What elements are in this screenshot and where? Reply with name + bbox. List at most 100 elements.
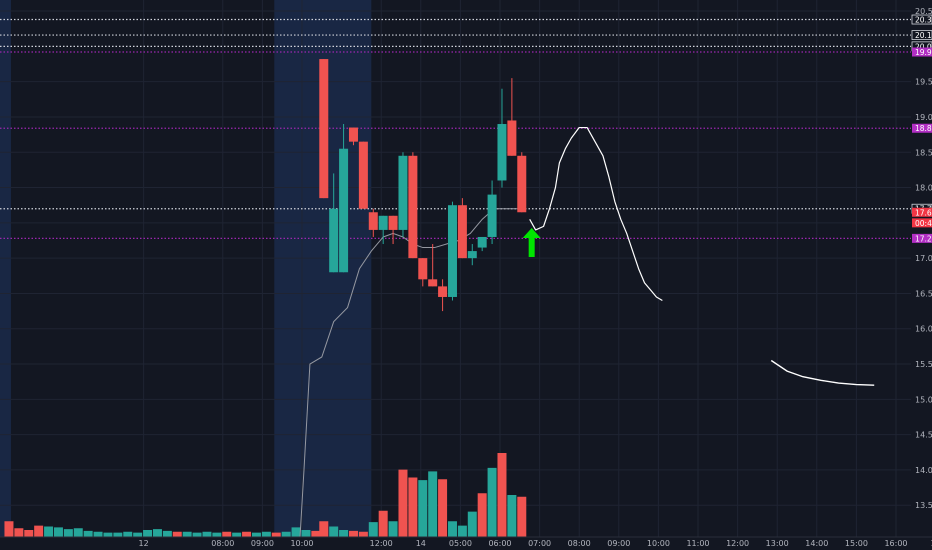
time-tick-label: 08:00	[211, 539, 234, 548]
time-tick-label: 06:00	[488, 539, 511, 548]
volume-bars	[4, 453, 527, 537]
candle-body	[319, 59, 329, 199]
level-tag-label: 20.16	[915, 31, 932, 40]
volume-bar	[212, 532, 222, 537]
candle-body	[348, 127, 358, 142]
time-tick-label: 08:00	[568, 539, 591, 548]
arrow-annotation[interactable]	[522, 228, 541, 258]
projection-path	[529, 126, 663, 302]
volume-bar	[143, 530, 153, 537]
price-tick-label: 13.50	[915, 501, 932, 510]
volume-bar	[497, 453, 507, 537]
volume-bar	[311, 530, 321, 537]
price-tag	[912, 207, 932, 217]
volume-bar	[232, 532, 242, 537]
volume-bar	[261, 531, 271, 537]
price-axis[interactable]: 13.50 14.00 14.50 15.00 15.50 16.00 16.50 17.00…	[911, 0, 932, 550]
candle-body	[329, 208, 339, 273]
volume-bar	[123, 531, 133, 537]
price-axis-bg	[911, 0, 932, 550]
candle-body	[428, 279, 438, 287]
candle-body	[388, 215, 398, 230]
time-tick-label: 12	[139, 539, 149, 548]
price-tag-label: 00:49	[915, 219, 932, 228]
volume-bar	[83, 530, 93, 537]
time-tick-label: 14	[416, 539, 426, 548]
volume-bar	[271, 532, 281, 537]
price-tick-label: 18.50	[915, 148, 932, 157]
volume-bar	[457, 525, 467, 537]
volume-bar	[63, 529, 73, 537]
candle-body	[358, 141, 368, 209]
price-tick-label: 16.50	[915, 289, 932, 298]
session-highlights	[0, 0, 372, 537]
time-tick-label: 15:00	[845, 539, 868, 548]
price-tag-label: 17.65	[915, 208, 932, 217]
projection-path-2	[770, 359, 875, 386]
volume-bar	[103, 532, 113, 537]
candle-body	[467, 251, 477, 259]
candle-body	[398, 155, 408, 230]
volume-bar	[202, 531, 212, 537]
time-tick-label: 07:00	[528, 539, 551, 548]
volume-bar	[438, 479, 448, 537]
volume-bar	[428, 471, 438, 537]
time-axis-bg	[0, 537, 932, 550]
projection-drawings[interactable]	[529, 126, 875, 386]
volume-bar	[4, 521, 14, 537]
grid	[0, 0, 911, 537]
volume-bar	[281, 531, 291, 537]
candlesticks[interactable]	[319, 59, 527, 312]
volume-bar	[222, 531, 232, 537]
level-tag	[912, 123, 932, 133]
time-tick-label: 09:00	[607, 539, 630, 548]
volume-bar	[348, 530, 358, 537]
time-tick-label: 11:00	[686, 539, 709, 548]
volume-bar	[487, 467, 497, 537]
volume-bar	[14, 528, 24, 537]
time-tick-label: 10:00	[647, 539, 670, 548]
time-tick-label: 14:00	[805, 539, 828, 548]
volume-bar	[152, 529, 162, 537]
price-tick-label: 14.00	[915, 466, 932, 475]
price-tag	[912, 218, 932, 228]
up-arrow-icon	[522, 228, 541, 258]
volume-bar	[251, 532, 261, 537]
candle-body	[378, 215, 388, 230]
time-tick-label: 16:00	[884, 539, 907, 548]
candle-body	[447, 205, 457, 297]
price-tick-label: 19.00	[915, 113, 932, 122]
candle-body	[487, 194, 497, 237]
price-tick-label: 15.50	[915, 360, 932, 369]
volume-bar	[339, 530, 349, 537]
volume-bar	[447, 521, 457, 537]
candle-body	[339, 148, 349, 273]
candle-body	[408, 155, 418, 259]
level-tag-label: 17.28	[915, 234, 932, 243]
volume-bar	[44, 526, 54, 537]
volume-bar	[192, 532, 202, 537]
price-tick-label: 14.50	[915, 431, 932, 440]
volume-bar	[398, 469, 408, 537]
volume-bar	[408, 477, 418, 537]
level-tag	[912, 47, 932, 57]
level-tag-label: 18.84	[915, 124, 932, 133]
volume-bar	[358, 531, 368, 537]
price-tick-label: 16.00	[915, 325, 932, 334]
session-band	[0, 0, 11, 537]
time-axis[interactable]: 12 08:00 09:00 10:00 12:00 14 05:00 06:00 07:00 0…	[0, 536, 932, 550]
volume-bar	[93, 531, 103, 537]
price-tick-label: 19.50	[915, 78, 932, 87]
volume-bar	[418, 480, 428, 537]
level-tag-label: 20.38	[915, 16, 932, 25]
time-tick-label: 10:00	[290, 539, 313, 548]
price-tick-label: 17.00	[915, 254, 932, 263]
price-tick-label: 15.00	[915, 395, 932, 404]
volume-bar	[182, 531, 192, 537]
time-tick-label: 05:00	[449, 539, 472, 548]
volume-bar	[24, 530, 34, 537]
time-tick-label: 12:00	[370, 539, 393, 548]
level-tag	[911, 30, 932, 40]
